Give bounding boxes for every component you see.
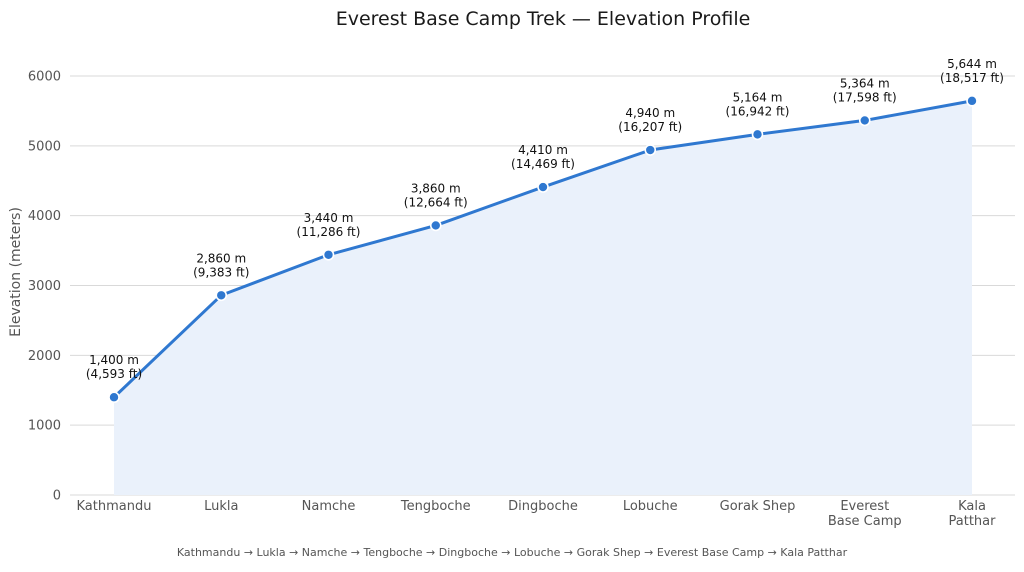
data-label-line: (14,469 ft)	[511, 157, 575, 171]
y-tick-layer: 0 1000 2000 3000 4000 5000 6000	[28, 70, 61, 504]
data-label-line: 1,400 m	[89, 353, 139, 367]
data-label-line: (4,593 ft)	[86, 367, 142, 381]
x-tick-label-line: Everest	[840, 499, 889, 514]
route-footer: Kathmandu → Lukla → Namche → Tengboche →…	[177, 546, 848, 559]
x-tick-label-line: Kathmandu	[77, 499, 152, 514]
data-point-0	[108, 391, 120, 404]
data-label-5: 4,940 m (16,207 ft)	[618, 106, 682, 134]
data-label-8: 5,644 m (18,517 ft)	[940, 57, 1004, 85]
y-tick-label-4000: 4000	[28, 209, 61, 224]
x-tick-label-line: Kala	[958, 499, 986, 514]
data-point-5	[644, 144, 657, 156]
data-label-line: (17,598 ft)	[833, 90, 897, 104]
data-point-6	[751, 128, 764, 141]
x-tick-label-line: Tengboche	[400, 499, 471, 514]
data-label-0: 1,400 m (4,593 ft)	[86, 353, 142, 381]
x-tick-label-line: Gorak Shep	[720, 499, 796, 514]
data-point-1	[215, 289, 228, 302]
data-label-line: 2,860 m	[196, 251, 246, 265]
data-label-line: (16,942 ft)	[726, 104, 790, 118]
data-label-line: 4,410 m	[518, 143, 568, 157]
data-point-8	[966, 95, 978, 107]
data-label-line: 5,644 m	[947, 57, 997, 71]
data-point-7	[858, 114, 871, 127]
data-label-line: 3,440 m	[304, 211, 354, 225]
x-tick-label-0: Kathmandu	[77, 499, 152, 514]
x-tick-label-1: Lukla	[204, 499, 238, 514]
y-axis-label-group: Elevation (meters)	[8, 207, 24, 337]
data-label-line: 4,940 m	[625, 106, 675, 120]
data-label-line: 5,364 m	[840, 76, 890, 90]
y-tick-label-5000: 5000	[28, 139, 61, 154]
x-tick-label-line: Dingboche	[508, 499, 578, 514]
marker-layer	[108, 95, 978, 404]
data-label-7: 5,364 m (17,598 ft)	[833, 76, 897, 104]
data-label-line: 3,860 m	[411, 181, 461, 195]
x-tick-label-7: Everest Base Camp	[828, 499, 902, 529]
x-tick-label-3: Tengboche	[400, 499, 471, 514]
area-layer	[114, 100, 972, 496]
data-point-2	[322, 248, 335, 261]
data-label-3: 3,860 m (12,664 ft)	[404, 181, 468, 209]
data-label-4: 4,410 m (14,469 ft)	[511, 143, 575, 171]
x-tick-label-line: Namche	[302, 499, 356, 514]
data-label-line: (12,664 ft)	[404, 195, 468, 209]
x-tick-label-8: Kala Patthar	[949, 499, 997, 529]
elevation-area	[114, 100, 972, 496]
x-tick-label-line: Base Camp	[828, 514, 902, 529]
x-tick-label-2: Namche	[302, 499, 356, 514]
y-tick-label-1000: 1000	[28, 419, 61, 434]
x-tick-label-5: Lobuche	[623, 499, 678, 514]
chart-title: Everest Base Camp Trek — Elevation Profi…	[336, 8, 751, 30]
y-axis-label: Elevation (meters)	[8, 207, 24, 337]
y-tick-label-3000: 3000	[28, 279, 61, 294]
data-label-layer: 1,400 m (4,593 ft) 2,860 m (9,383 ft) 3,440 …	[86, 57, 1004, 381]
x-tick-label-line: Lukla	[204, 499, 238, 514]
data-label-line: (9,383 ft)	[193, 265, 249, 279]
y-tick-label-6000: 6000	[28, 70, 61, 85]
x-tick-label-6: Gorak Shep	[720, 499, 796, 514]
x-tick-label-4: Dingboche	[508, 499, 578, 514]
data-label-6: 5,164 m (16,942 ft)	[726, 90, 790, 118]
data-label-line: (18,517 ft)	[940, 71, 1004, 85]
data-label-line: (16,207 ft)	[618, 120, 682, 134]
y-tick-label-2000: 2000	[28, 349, 61, 364]
x-tick-label-line: Patthar	[949, 514, 997, 529]
data-point-3	[429, 219, 442, 232]
x-tick-label-line: Lobuche	[623, 499, 678, 514]
y-tick-label-0: 0	[53, 489, 61, 504]
data-label-line: (11,286 ft)	[297, 225, 361, 239]
x-tick-layer: Kathmandu Lukla Namche Tengboche Dingboche Lo…	[77, 499, 997, 529]
data-point-4	[537, 181, 549, 193]
data-label-2: 3,440 m (11,286 ft)	[297, 211, 361, 239]
data-label-1: 2,860 m (9,383 ft)	[193, 251, 249, 279]
data-label-line: 5,164 m	[733, 90, 783, 104]
